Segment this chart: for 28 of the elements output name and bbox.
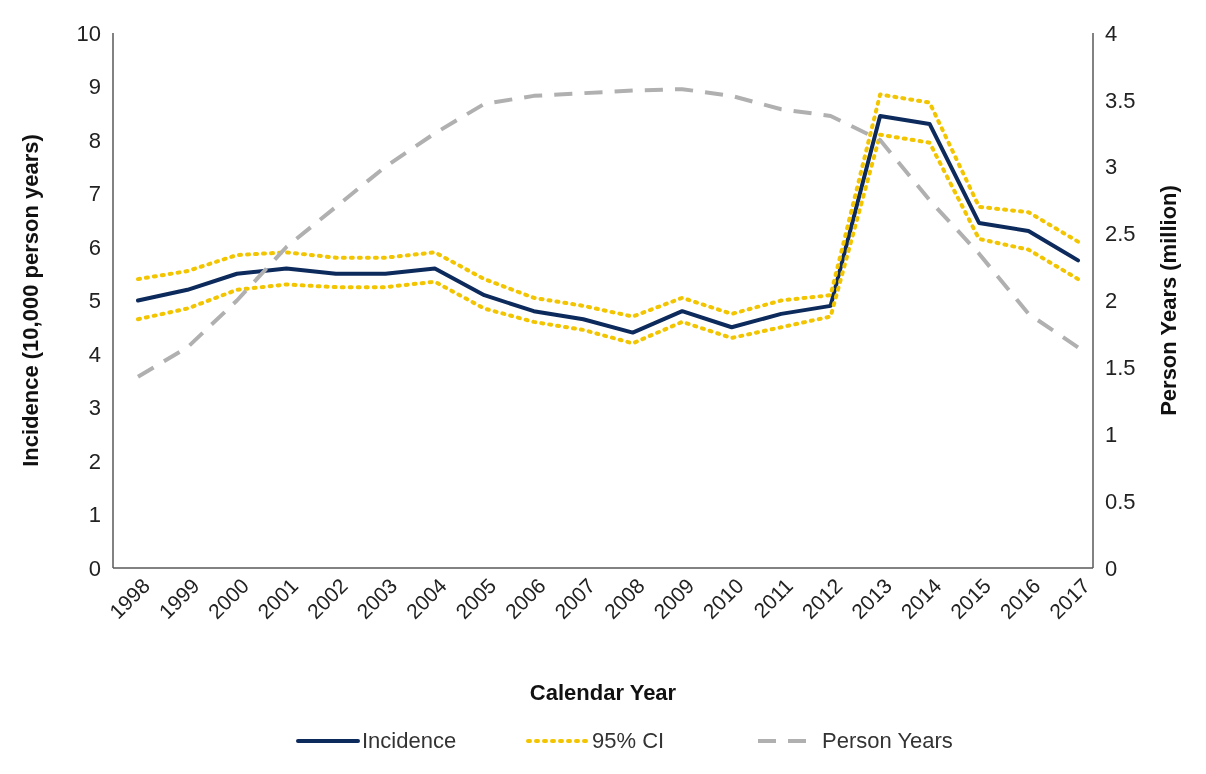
- y2-tick-label: 4: [1105, 20, 1118, 46]
- y-tick-label: 3: [88, 395, 101, 421]
- y-tick-label: 5: [88, 288, 101, 314]
- y2-tick-label: 1.5: [1105, 355, 1136, 381]
- y-tick-label: 4: [88, 341, 101, 367]
- y2-tick-label: 3.5: [1105, 87, 1136, 113]
- legend-label: Incidence: [362, 728, 457, 753]
- y2-tick-label: 3: [1105, 154, 1118, 180]
- y2-tick-label: 2.5: [1105, 221, 1136, 247]
- legend-label: Person Years: [822, 728, 953, 753]
- y-tick-label: 8: [88, 127, 101, 153]
- y-tick-label: 9: [88, 74, 101, 100]
- y-tick-label: 6: [88, 234, 101, 260]
- x-axis-title: Calendar Year: [529, 680, 677, 705]
- y2-tick-label: 2: [1105, 288, 1118, 314]
- line-series: [136, 87, 1080, 379]
- y2-tick-label: 1: [1105, 421, 1118, 447]
- y-tick-label: 7: [88, 181, 101, 207]
- y2-tick-label: 0.5: [1105, 488, 1136, 514]
- y-tick-label: 2: [88, 448, 101, 474]
- y2-tick-label: 0: [1105, 555, 1118, 581]
- y-tick-label: 0: [88, 555, 101, 581]
- y-tick-label: 10: [76, 20, 101, 46]
- y-axis-title: Incidence (10,000 person years): [18, 134, 43, 467]
- line-series: [136, 92, 1080, 319]
- y-tick-label: 1: [88, 502, 101, 528]
- legend-label: 95% CI: [592, 728, 665, 753]
- y2-axis-title: Person Years (million): [1156, 185, 1181, 416]
